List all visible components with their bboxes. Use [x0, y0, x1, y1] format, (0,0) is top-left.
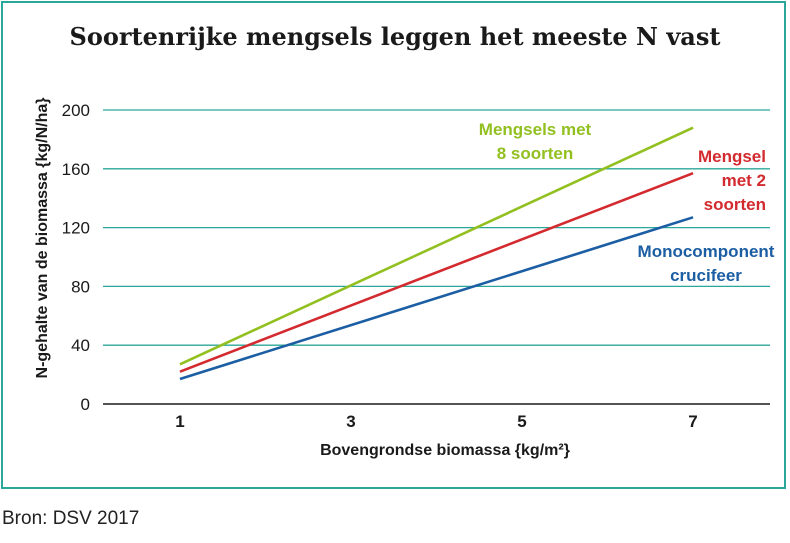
x-tick-3: 3 [346, 412, 355, 431]
y-tick-0: 0 [81, 395, 90, 414]
series-line-1 [179, 171, 694, 373]
y-tick-120: 120 [62, 219, 90, 238]
x-axis-label: Bovengrondse biomassa {kg/m²} [320, 442, 570, 459]
series-line-2 [179, 216, 694, 381]
x-tick-1: 1 [175, 412, 184, 431]
chart-title: Soortenrijke mengsels leggen het meeste … [69, 22, 721, 51]
x-tick-labels: 1 3 5 7 [175, 412, 698, 431]
y-tick-80: 80 [71, 277, 90, 296]
y-tick-40: 40 [71, 336, 90, 355]
source-note: Bron: DSV 2017 [2, 508, 140, 529]
y-tick-160: 160 [62, 160, 90, 179]
series-label-0-line-1: 8 soorten [497, 144, 574, 163]
series-label-2-line-1: crucifeer [670, 266, 742, 285]
y-tick-labels: 0 40 80 120 160 200 [62, 101, 90, 414]
series-labels: Mengsels met 8 soorten Mengsel met 2 soorten… [479, 120, 775, 285]
y-axis-label: N-gehalte van de biomassa {kg/N/ha} [34, 98, 51, 379]
series-lines [179, 126, 694, 381]
series-label-1-line-2: soorten [704, 195, 766, 214]
x-tick-7: 7 [688, 412, 697, 431]
chart-frame [1, 1, 786, 489]
series-label-1-line-0: Mengsel [698, 147, 766, 166]
series-label-2-line-0: Monocomponent [638, 242, 775, 261]
series-label-0-line-0: Mengsels met [479, 120, 592, 139]
series-label-1-line-1: met 2 [722, 171, 766, 190]
line-chart: 0 40 80 120 160 200 1 3 5 7 Mengsels met 8 soorte… [34, 98, 775, 459]
series-line-0 [179, 126, 694, 366]
y-tick-200: 200 [62, 101, 90, 120]
x-tick-5: 5 [517, 412, 526, 431]
